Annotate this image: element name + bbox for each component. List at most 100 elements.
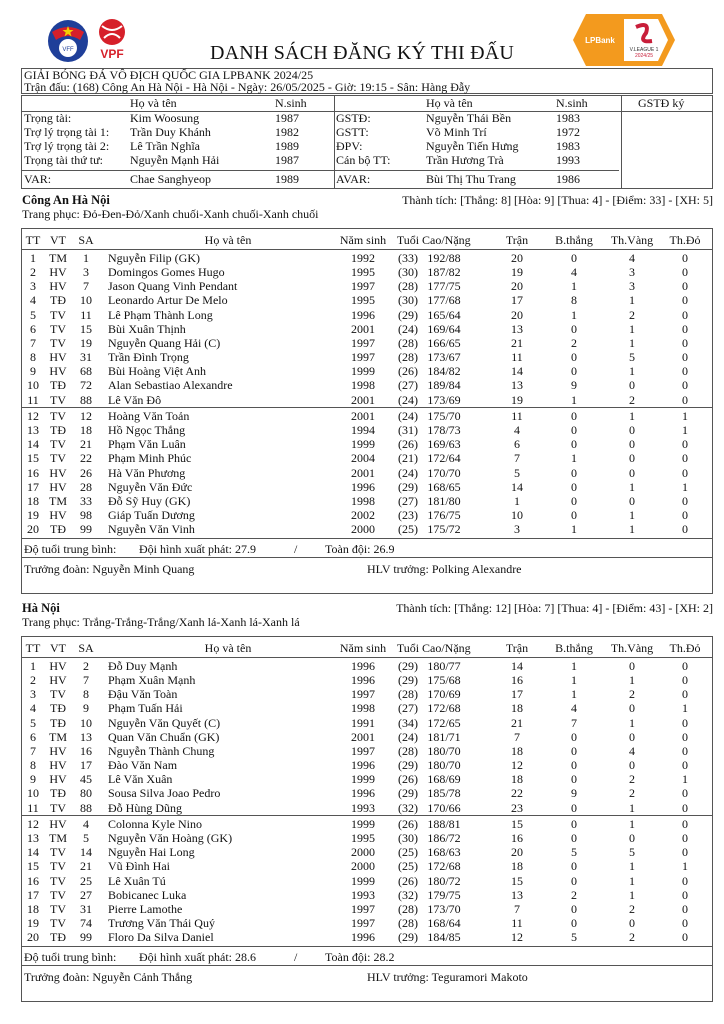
player-name: Đỗ Hùng Dũng [108,800,182,815]
goals: 0 [571,800,577,815]
matches: 7 [514,451,520,466]
height-weight: 178/73 [427,423,461,438]
position: TV [50,409,66,423]
player-name: Giáp Tuấn Dương [108,508,195,523]
player-name: Pierre Lamothe [108,901,183,916]
table-header: TT VT SA Họ và tên Năm sinh Tuổi Cao/Nặng Trận B… [22,641,712,655]
height-weight: 184/82 [427,364,461,379]
yellow-cards: 2 [629,772,635,787]
shirt-number: 17 [80,758,92,773]
shirt-number: 45 [80,772,92,787]
birth-year: 1998 [351,493,375,508]
shirt-number: 72 [80,378,92,393]
height-weight: 175/70 [427,409,461,423]
height-weight: 173/69 [427,392,461,407]
header-matches: Trận [505,233,529,247]
team-record: Thành tích: [Thắng: 8] [Hòa: 9] [Thua: 4… [402,193,713,207]
player-name: Trần Đình Trọng [108,350,189,365]
height-weight: 175/68 [427,673,461,688]
yellow-cards: 0 [629,437,635,452]
position: TM [49,831,67,846]
height-weight: 175/72 [427,522,461,537]
officials-header-birth: N.sinh [275,96,307,110]
red-cards: 0 [682,758,688,773]
official-birth: 1986 [556,172,580,186]
order: 17 [27,479,39,494]
shirt-number: 1 [83,251,89,265]
age: (26) [398,772,418,787]
avg-age-team: Toàn đội: 28.2 [325,950,395,964]
position: TM [49,251,67,265]
player-table: TT VT SA Họ và tên Năm sinh Tuổi Cao/Nặng Trận B… [21,636,713,1002]
table-row: 13 TM 5 Nguyễn Văn Hoàng (GK) 1995 (30) 186/72… [22,831,712,845]
official-name: Bùi Thị Thu Trang [426,172,516,186]
birth-year: 1996 [351,659,375,673]
order: 4 [30,293,36,308]
age: (30) [398,293,418,308]
red-cards: 0 [682,265,688,280]
yellow-cards: 1 [629,859,635,874]
age: (25) [398,522,418,537]
table-row: 9 HV 68 Bùi Hoàng Việt Anh 1999 (26) 184/82 14 0… [22,364,712,378]
order: 12 [27,409,39,423]
red-cards: 0 [682,451,688,466]
matches: 16 [511,831,523,846]
order: 1 [30,251,36,265]
player-name: Floro Da Silva Daniel [108,930,214,945]
yellow-cards: 0 [629,465,635,480]
official-birth: 1987 [275,153,299,167]
height-weight: 169/63 [427,437,461,452]
header-height-weight: Cao/Nặng [422,233,471,247]
shirt-number: 9 [83,701,89,716]
order: 2 [30,265,36,280]
avg-age-starters: Đội hình xuất phát: 28.6 [139,950,256,964]
position: TĐ [50,378,66,393]
shirt-number: 7 [83,673,89,688]
yellow-cards: 5 [629,350,635,365]
age: (24) [398,392,418,407]
goals: 0 [571,743,577,758]
official-role: GSTT: [336,125,369,139]
player-name: Phạm Văn Luân [108,437,186,452]
height-weight: 184/85 [427,930,461,945]
player-name: Hà Văn Phương [108,465,186,480]
birth-year: 1998 [351,701,375,716]
yellow-cards: 0 [629,378,635,393]
age: (29) [398,673,418,688]
yellow-cards: 1 [629,522,635,537]
position: HV [49,772,67,787]
goals: 4 [571,265,577,280]
shirt-number: 3 [83,265,89,280]
shirt-number: 19 [80,335,92,350]
age: (25) [398,859,418,874]
matches: 1 [514,493,520,508]
official-birth: 1983 [556,139,580,153]
shirt-number: 22 [80,451,92,466]
age: (24) [398,409,418,423]
yellow-cards: 4 [629,251,635,265]
goals: 0 [571,409,577,423]
height-weight: 180/72 [427,873,461,888]
avg-age-separator: / [294,950,298,964]
header-position: VT [50,641,66,655]
yellow-cards: 1 [629,409,635,423]
birth-year: 2000 [351,845,375,860]
matches: 19 [511,265,523,280]
age: (32) [398,800,418,815]
team-kit: Trang phục: Trắng-Trắng-Trắng/Xanh lá-Xa… [22,615,300,629]
height-weight: 172/68 [427,701,461,716]
order: 17 [27,887,39,902]
header-shirt-number: SA [78,641,94,655]
red-cards: 0 [682,817,688,831]
age: (21) [398,451,418,466]
red-cards: 0 [682,845,688,860]
match-details: Trận đấu: (168) Công An Hà Nội - Hà Nội … [24,80,471,94]
table-row: 14 TV 14 Nguyễn Hai Long 2000 (25) 168/63 20 5 5 0 [22,845,712,859]
order: 18 [27,901,39,916]
table-row: 12 TV 12 Hoàng Văn Toản 2001 (24) 175/70 11 0 1 1 [22,409,712,423]
goals: 1 [571,659,577,673]
birth-year: 1997 [351,335,375,350]
goals: 0 [571,350,577,365]
goals: 0 [571,729,577,744]
player-name: Đỗ Duy Mạnh [108,659,178,673]
